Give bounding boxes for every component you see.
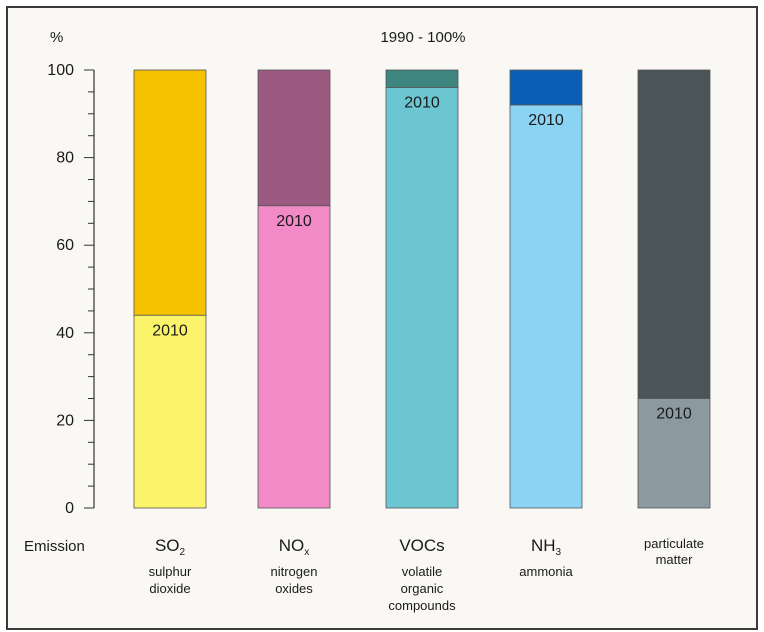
category-symbol: SO2 [155, 536, 186, 558]
bar-2010-segment [133, 314, 207, 509]
bar-2010-label: 2010 [528, 112, 564, 129]
category-description: matter [656, 552, 694, 567]
category-description: organic [401, 581, 444, 596]
y-tick-label: 0 [65, 500, 74, 517]
y-tick-label: 40 [56, 325, 74, 342]
category-description: ammonia [519, 564, 573, 579]
y-tick-label: 80 [56, 150, 74, 167]
bar-1990-segment [133, 69, 207, 316]
y-axis-unit-label: % [50, 29, 63, 46]
category-description: volatile [402, 564, 442, 579]
category-subscript: 3 [556, 547, 562, 558]
category-description: compounds [388, 598, 456, 613]
chart-title: 1990 - 100% [380, 29, 465, 46]
bar-1990-segment [385, 69, 459, 88]
category-description: oxides [275, 581, 313, 596]
bar-2010-label: 2010 [276, 213, 312, 230]
y-tick-label: 60 [56, 237, 74, 254]
category-description: nitrogen [271, 564, 318, 579]
bar-1990-segment [509, 69, 583, 106]
category-symbol: NOx [279, 536, 310, 558]
bar-1990-segment [257, 69, 331, 207]
category-symbol: particulate [644, 536, 704, 551]
bar-1990-segment [637, 69, 711, 399]
category-symbol: VOCs [399, 536, 444, 555]
bar-2010-segment [509, 104, 583, 509]
category-subscript: 2 [180, 547, 186, 558]
bar-2010-label: 2010 [152, 322, 188, 339]
y-tick-label: 100 [47, 62, 74, 79]
category-subscript: x [304, 547, 309, 558]
y-axis-ticks: 0 20 40 60 80 100 [47, 62, 94, 517]
bar-2010-label: 2010 [656, 406, 692, 423]
category-description: sulphur [149, 564, 192, 579]
category-labels: SO2 sulphur dioxide NOx nitrogen oxides VOCs vo… [149, 536, 704, 613]
category-description: dioxide [149, 581, 190, 596]
bar-2010-segment [385, 87, 459, 509]
bars-group: 2010 2010 2010 2010 2010 [133, 69, 711, 509]
bar-2010-segment [257, 205, 331, 509]
bar-2010-label: 2010 [404, 95, 440, 112]
y-tick-label: 20 [56, 412, 74, 429]
bar-2010-segment [637, 398, 711, 509]
chart-frame: % 1990 - 100% 0 20 40 60 80 100 2010 2010 2010 2… [6, 6, 758, 630]
x-axis-label: Emission [24, 538, 85, 555]
category-symbol: NH3 [531, 536, 562, 558]
